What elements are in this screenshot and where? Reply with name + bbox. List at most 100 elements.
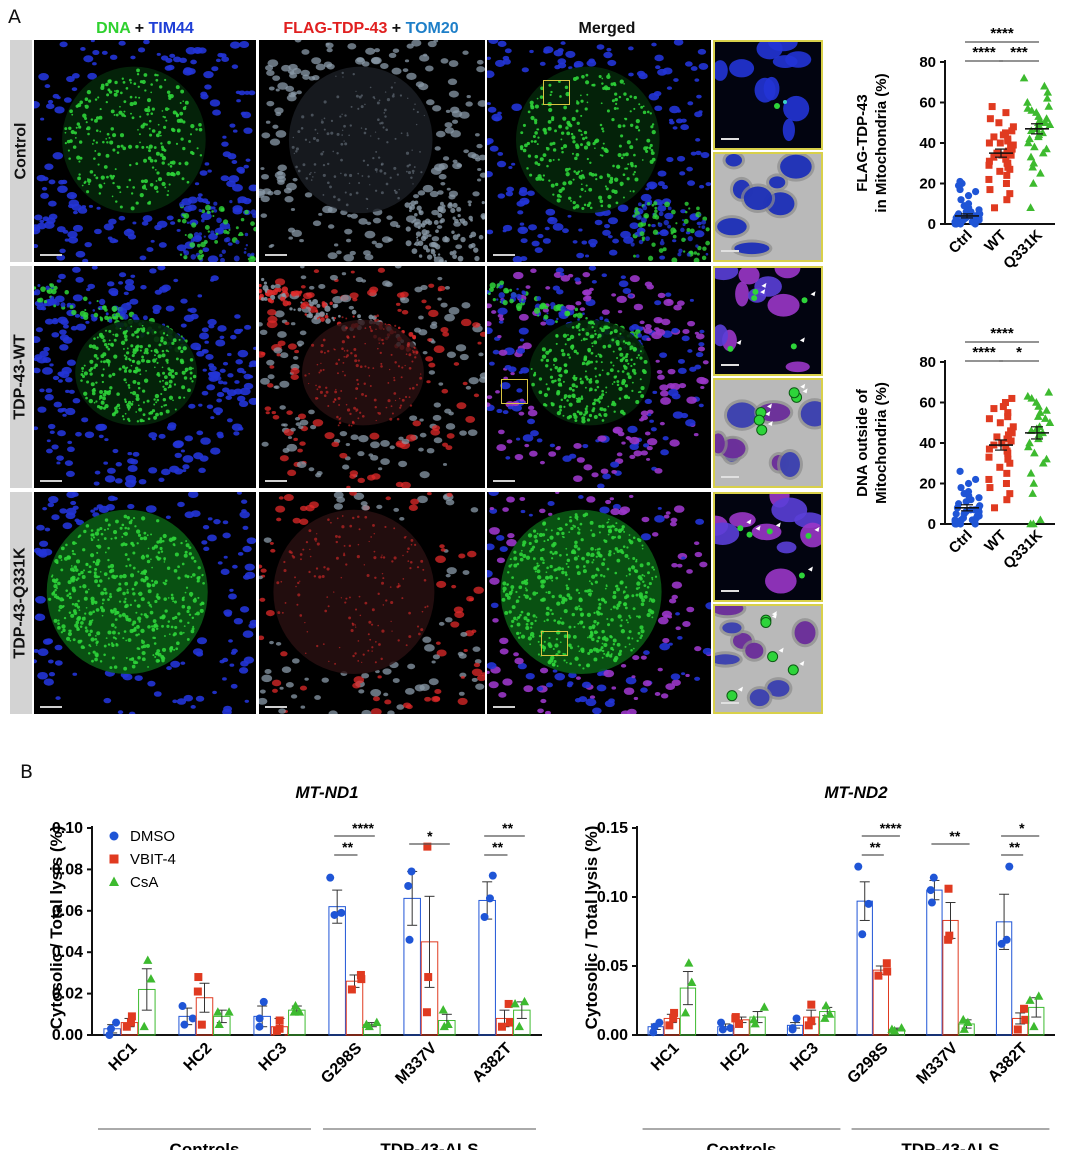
data-point bbox=[1003, 496, 1011, 504]
significance-label: ** bbox=[502, 820, 513, 836]
data-point bbox=[504, 999, 513, 1008]
data-point bbox=[1029, 158, 1039, 167]
data-point bbox=[1028, 162, 1037, 171]
data-point bbox=[178, 1002, 187, 1011]
data-point bbox=[1042, 406, 1051, 414]
x-tick-label: M337V bbox=[392, 1040, 440, 1088]
title-part: TIM44 bbox=[148, 20, 194, 37]
zoom-3d-render bbox=[713, 604, 823, 714]
y-axis-label: DNA outside of bbox=[854, 388, 871, 497]
data-point bbox=[975, 206, 983, 214]
data-point bbox=[1045, 120, 1055, 128]
x-tick-label: WT bbox=[981, 227, 1010, 256]
data-point bbox=[294, 1007, 305, 1016]
data-point bbox=[990, 405, 998, 413]
significance-label: **** bbox=[972, 344, 996, 361]
significance-label: ** bbox=[870, 839, 881, 855]
data-point bbox=[188, 1014, 197, 1023]
data-point bbox=[1034, 112, 1043, 120]
x-tick-label: A382T bbox=[469, 1040, 515, 1086]
title-part: TOM20 bbox=[405, 20, 459, 37]
data-point bbox=[998, 439, 1006, 447]
data-point bbox=[985, 161, 993, 169]
scatter-chart-dna-outside-mito: DNA outside of Mitochondria (%) 0 20 40 60 80 C… bbox=[854, 325, 1055, 573]
bar-chart-mt-nd2: MT-ND2 Cytosolic / Total lysis (%)0.00 0.0… bbox=[582, 783, 1055, 1150]
data-point bbox=[1028, 489, 1037, 497]
data-point bbox=[213, 1007, 223, 1016]
data-point bbox=[1007, 151, 1015, 159]
bar bbox=[478, 899, 496, 1036]
significance-label: ** bbox=[1009, 839, 1020, 855]
data-point bbox=[792, 1014, 801, 1023]
title-part: FLAG-TDP-43 bbox=[283, 20, 388, 37]
data-point bbox=[143, 955, 153, 964]
data-point bbox=[959, 1024, 969, 1033]
column-title-flag-tom20: FLAG-TDP-43 + TOM20 bbox=[258, 20, 484, 38]
y-tick-label: 0.15 bbox=[597, 820, 628, 837]
data-point bbox=[112, 1018, 121, 1027]
legend-label: VBIT-4 bbox=[130, 851, 176, 868]
data-point bbox=[1002, 180, 1010, 187]
micrograph-r3-c3 bbox=[487, 492, 711, 714]
data-point bbox=[1006, 190, 1014, 198]
significance-label: ** bbox=[342, 839, 353, 855]
data-point bbox=[1020, 1004, 1029, 1013]
chart-title: MT-ND1 bbox=[295, 783, 358, 802]
data-point bbox=[357, 975, 366, 984]
y-tick-label: 0.10 bbox=[52, 820, 83, 837]
data-point bbox=[1044, 387, 1054, 396]
data-point bbox=[290, 1001, 301, 1010]
data-point bbox=[356, 970, 365, 979]
data-point bbox=[804, 1021, 813, 1030]
scale-bar bbox=[40, 706, 62, 708]
data-point bbox=[990, 133, 998, 141]
y-axis-label: Cytosolic / Total lysis (%) bbox=[582, 826, 601, 1030]
x-tick-label: HC3 bbox=[787, 1040, 822, 1075]
title-part: + bbox=[130, 20, 149, 37]
data-point bbox=[1044, 102, 1054, 110]
data-point bbox=[1019, 73, 1029, 82]
data-point bbox=[731, 1013, 740, 1022]
y-tick-label: 60 bbox=[919, 395, 936, 412]
scale-bar bbox=[40, 254, 62, 256]
data-point bbox=[1003, 469, 1011, 477]
scale-bar bbox=[493, 706, 515, 708]
data-point bbox=[972, 188, 980, 196]
bar bbox=[328, 906, 346, 1036]
data-point bbox=[1035, 116, 1045, 124]
x-tick-label: Q331K bbox=[1000, 227, 1046, 273]
data-point bbox=[1029, 519, 1038, 528]
data-point bbox=[1005, 862, 1014, 871]
data-point bbox=[944, 935, 953, 944]
significance-label: * bbox=[427, 828, 433, 844]
bar bbox=[872, 969, 889, 1036]
legend-label: CsA bbox=[130, 874, 158, 891]
y-tick-label: 80 bbox=[919, 54, 936, 71]
data-point bbox=[407, 867, 416, 876]
data-point bbox=[1004, 409, 1012, 417]
y-tick-label: 0.00 bbox=[52, 1027, 83, 1044]
micrograph-r2-c3 bbox=[487, 266, 711, 488]
data-point bbox=[887, 1024, 897, 1033]
scale-bar bbox=[493, 480, 515, 482]
data-point bbox=[443, 1019, 453, 1029]
data-point bbox=[194, 973, 203, 982]
micrograph-r1-c3 bbox=[487, 40, 711, 262]
x-tick-label: Q331K bbox=[1000, 527, 1046, 573]
row-label-control: Control bbox=[10, 40, 32, 262]
scale-bar bbox=[493, 254, 515, 256]
data-point bbox=[958, 1014, 968, 1024]
x-tick-label: G298S bbox=[318, 1040, 365, 1087]
x-tick-label: A382T bbox=[985, 1040, 1031, 1086]
panel-a-letter: A bbox=[8, 6, 21, 28]
data-point bbox=[326, 873, 335, 882]
data-point bbox=[1023, 391, 1033, 400]
data-point bbox=[991, 204, 999, 212]
data-point bbox=[991, 504, 999, 512]
data-point bbox=[1032, 398, 1041, 406]
data-point bbox=[788, 1024, 797, 1033]
zoom-inset bbox=[713, 266, 823, 376]
row-label-text: Control bbox=[12, 122, 29, 180]
data-point bbox=[1029, 1021, 1039, 1031]
micrograph-r3-c1 bbox=[34, 492, 256, 714]
